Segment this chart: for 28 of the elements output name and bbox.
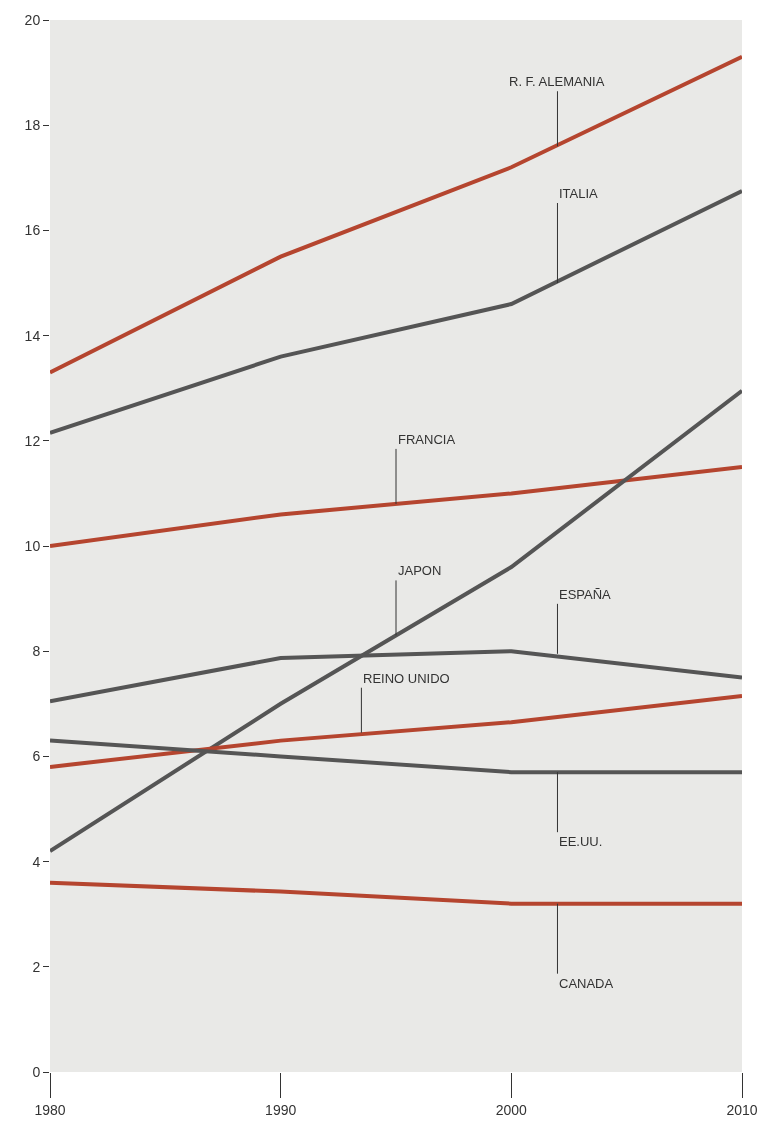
x-tick-label: 1990: [265, 1101, 297, 1118]
y-tick-label: 12: [24, 432, 41, 449]
annotation: ITALIA: [559, 186, 599, 201]
y-tick-label: 8: [32, 643, 41, 660]
annotation: REINO UNIDO: [363, 671, 450, 686]
y-tick-label: 4: [32, 853, 41, 870]
line-series: [50, 188, 742, 435]
y-tick-label: 18: [24, 117, 41, 134]
y-tick-label: 0: [32, 1063, 41, 1080]
y-tick-label: 2: [32, 958, 41, 975]
x-tick-label: 2010: [726, 1101, 758, 1118]
line-series: [50, 54, 742, 375]
line-series: [50, 465, 742, 548]
annotation: FRANCIA: [398, 432, 456, 447]
annotation: EE.UU.: [559, 834, 603, 849]
y-tick-label: 6: [32, 748, 41, 765]
line-series: [50, 693, 742, 769]
y-tick-label: 16: [24, 222, 41, 239]
annotation: JAPON: [398, 563, 442, 578]
y-tick-label: 14: [24, 327, 41, 344]
y-tick-label: 20: [24, 11, 41, 28]
annotation: CANADA: [559, 976, 614, 991]
annotation: R. F. ALEMANIA: [509, 74, 605, 89]
x-tick-label: 1980: [34, 1101, 66, 1118]
x-tick-label: 2000: [495, 1101, 528, 1118]
y-tick-label: 10: [24, 537, 41, 554]
line-series: [50, 388, 742, 854]
annotation: ESPAÑA: [559, 587, 612, 602]
